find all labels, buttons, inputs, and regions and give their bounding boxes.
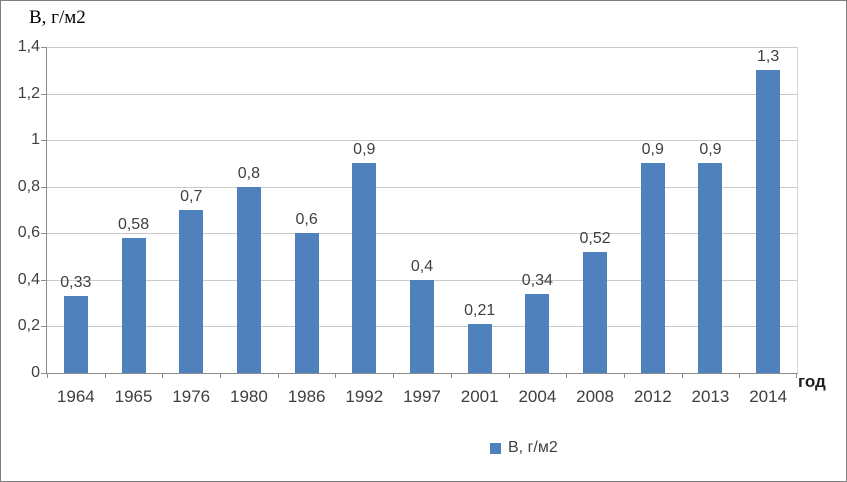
x-axis-tick-mark [739, 373, 741, 378]
y-axis-tick-mark [41, 93, 47, 95]
gridline [47, 93, 797, 95]
y-axis-tick-mark [41, 279, 47, 281]
bar-value-label: 0,33 [60, 274, 92, 292]
bar-value-label: 0,6 [295, 211, 318, 229]
bar-value-label: 0,8 [237, 164, 261, 182]
y-tick-label: 0,2 [17, 317, 40, 335]
x-axis-tick-mark [566, 373, 568, 378]
x-tick-label: 1992 [345, 387, 384, 406]
plot-area: 0 0,2 0,4 0,6 0,8 1 1,2 1,4 0,33 1964 0,58 1965 0,7 1… [18, 39, 798, 406]
gridline [47, 47, 797, 48]
gridline [47, 233, 797, 235]
bar-1986 [294, 233, 319, 373]
x-axis-tick-mark [450, 373, 452, 378]
bar-1992 [352, 163, 377, 373]
x-axis-tick-mark [681, 373, 683, 378]
bar-2008 [583, 251, 608, 373]
x-tick-label: 1965 [114, 387, 153, 406]
legend: В, г/м2 [490, 439, 558, 457]
bar-2001 [467, 324, 492, 373]
y-axis-tick-mark [41, 186, 47, 188]
legend-swatch-icon [490, 442, 501, 454]
y-axis-title: В, г/м2 [29, 7, 86, 28]
bar-value-label: 0,4 [410, 257, 434, 275]
x-tick-label: 2001 [460, 387, 499, 406]
bar-1964 [63, 296, 88, 373]
y-axis-tick-mark [41, 47, 47, 48]
bar-value-label: 0,9 [641, 141, 664, 159]
x-tick-label: 2004 [518, 387, 557, 406]
x-axis-tick-mark [47, 373, 48, 378]
bar-1965 [121, 237, 146, 373]
x-axis-title: год [798, 372, 826, 391]
y-axis-tick-mark [41, 140, 47, 142]
x-axis-tick-mark [220, 373, 222, 378]
bar-2013 [698, 163, 723, 373]
y-tick-label: 0 [31, 364, 40, 381]
x-tick-label: 1976 [172, 387, 211, 406]
y-tick-label: 1,2 [17, 84, 40, 102]
x-axis-tick-mark [796, 373, 797, 378]
x-tick-label: 2012 [633, 387, 672, 406]
bar-value-label: 0,9 [353, 141, 376, 159]
x-axis-tick-mark [335, 373, 337, 378]
y-tick-label: 0,8 [17, 177, 40, 195]
x-tick-label: 2013 [691, 387, 730, 406]
bar-value-label: 0,9 [699, 141, 722, 159]
bar-2012 [640, 163, 665, 373]
x-tick-label: 1980 [229, 387, 268, 406]
x-axis-tick-mark [393, 373, 395, 378]
y-tick-label: 1,4 [17, 38, 40, 55]
x-axis-tick-mark [104, 373, 106, 378]
bar-2004 [525, 293, 550, 373]
bar-1980 [236, 186, 261, 373]
bar-1976 [179, 210, 204, 373]
x-axis-tick-mark [623, 373, 625, 378]
x-tick-label: 1986 [287, 387, 326, 406]
bar-value-label: 0,21 [464, 302, 496, 320]
x-axis-tick-mark [277, 373, 279, 378]
gridline [47, 140, 797, 142]
bar-1997 [410, 279, 434, 373]
x-tick-label: 1997 [403, 387, 441, 406]
bar-value-label: 0,7 [180, 188, 203, 205]
bar-value-label: 0,58 [117, 215, 150, 233]
x-tick-label: 2014 [749, 387, 788, 406]
x-tick-label: 1964 [56, 387, 95, 406]
y-axis-tick-mark [41, 326, 47, 328]
y-tick-label: 0,6 [17, 224, 40, 242]
y-axis-tick-mark [41, 233, 47, 235]
y-tick-label: 0,4 [17, 270, 40, 288]
x-axis-tick-mark [162, 373, 164, 378]
gridline [47, 186, 797, 188]
bar-value-label: 0,34 [521, 271, 553, 289]
y-tick-label: 1 [31, 131, 40, 149]
legend-label: В, г/м2 [508, 439, 558, 456]
bar-value-label: 0,52 [579, 229, 611, 247]
x-axis-tick-mark [508, 373, 510, 378]
y-axis-tick-mark [41, 373, 47, 374]
bar-value-label: 1,3 [757, 48, 780, 66]
bar-2014 [756, 70, 781, 373]
x-tick-label: 2008 [576, 387, 614, 406]
